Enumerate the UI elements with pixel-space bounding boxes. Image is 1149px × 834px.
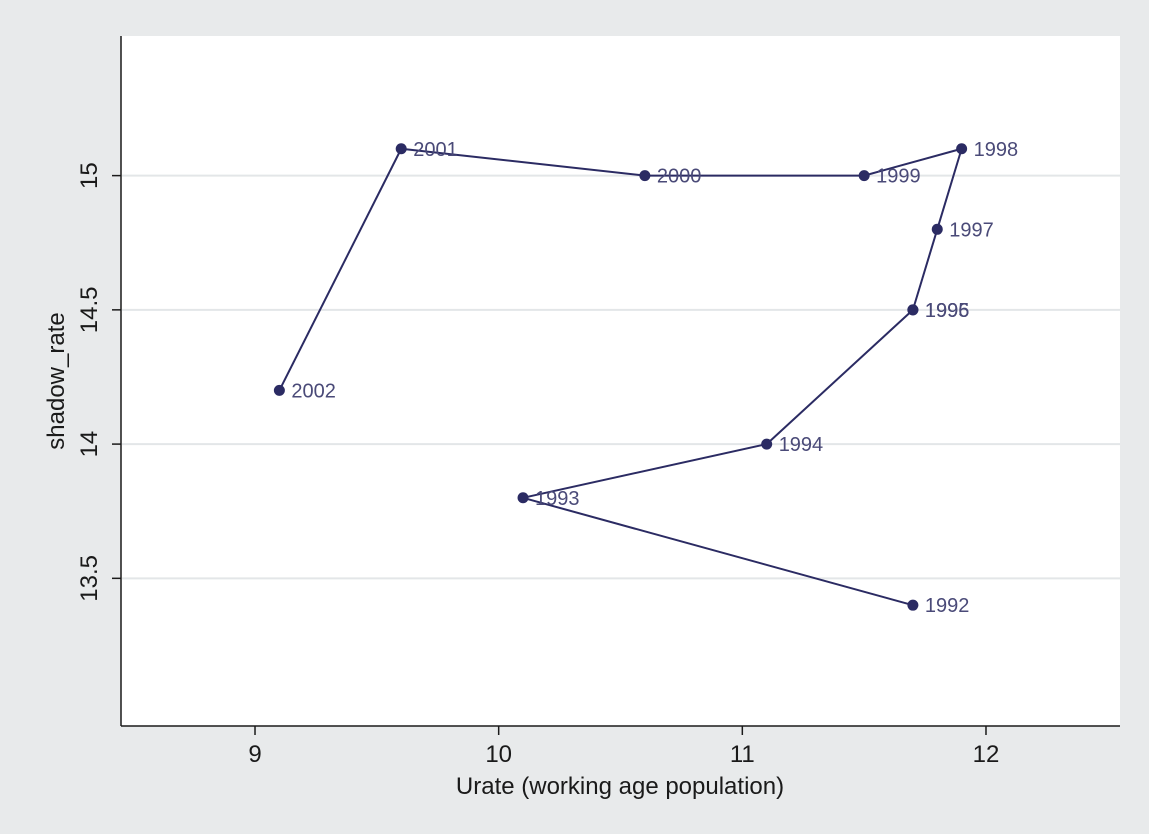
- data-point: [858, 170, 870, 182]
- x-tick-label: 10: [485, 741, 512, 768]
- x-tick-label: 9: [248, 741, 261, 768]
- y-tick-label: 13.5: [76, 555, 103, 602]
- series-segment: [936, 148, 963, 230]
- data-point: [907, 599, 919, 611]
- point-label: 1995: [925, 300, 970, 322]
- point-label: 2002: [291, 380, 336, 402]
- data-point: [395, 143, 407, 155]
- series-lines: [278, 147, 963, 607]
- point-label: 1997: [949, 219, 994, 241]
- data-point: [517, 492, 529, 504]
- series-segment: [401, 147, 645, 177]
- point-label: 2001: [413, 139, 458, 161]
- series-segment: [278, 148, 403, 391]
- point-label: 1996: [925, 300, 970, 322]
- x-axis-title: Urate (working age population): [456, 773, 784, 800]
- point-label: 1993: [535, 488, 580, 510]
- data-point: [273, 384, 285, 396]
- y-tick-label: 14.5: [76, 286, 103, 333]
- series-segment: [863, 147, 962, 177]
- data-point: [639, 170, 651, 182]
- data-point: [956, 143, 968, 155]
- series-segment: [522, 496, 914, 607]
- x-tick-label: 11: [730, 741, 755, 768]
- data-point: [907, 304, 919, 316]
- point-label: 2000: [657, 166, 702, 188]
- x-tick-label: 12: [973, 741, 1000, 768]
- point-label: 1998: [974, 139, 1019, 161]
- axis-ticks: 13.5 14 14.5 15 9 10 11 12: [76, 162, 999, 768]
- plot-area: [121, 36, 1120, 726]
- data-point: [931, 223, 943, 235]
- point-label: 1999: [876, 166, 921, 188]
- series-segment: [766, 309, 914, 445]
- point-label: 1992: [925, 595, 970, 617]
- y-tick-label: 14: [76, 431, 103, 458]
- data-point: [761, 438, 773, 450]
- y-tick-label: 15: [76, 162, 103, 189]
- series-segment: [522, 443, 767, 499]
- point-label: 1994: [779, 434, 824, 456]
- y-axis-title: shadow_rate: [43, 312, 70, 449]
- data-points: [273, 143, 968, 611]
- grid-lines: [122, 174, 1120, 580]
- series-segment: [911, 229, 939, 311]
